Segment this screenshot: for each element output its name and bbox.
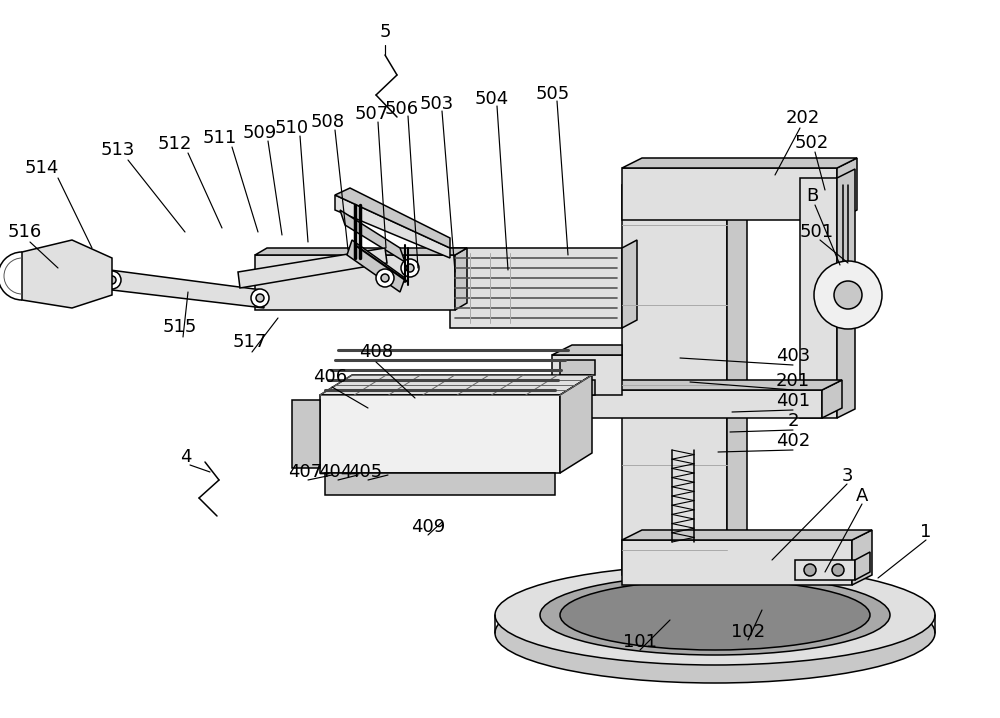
Circle shape [256, 294, 264, 302]
Circle shape [381, 274, 389, 282]
Ellipse shape [560, 580, 870, 650]
Polygon shape [347, 240, 405, 292]
Text: 403: 403 [776, 347, 810, 365]
Polygon shape [340, 210, 405, 262]
Polygon shape [622, 185, 727, 575]
Ellipse shape [540, 575, 890, 655]
Text: 509: 509 [243, 124, 277, 142]
Polygon shape [560, 360, 595, 375]
Polygon shape [110, 270, 264, 308]
Text: 1: 1 [920, 523, 932, 541]
Polygon shape [292, 400, 320, 468]
Circle shape [832, 564, 844, 576]
Text: 404: 404 [318, 463, 352, 481]
Polygon shape [335, 195, 450, 258]
Ellipse shape [495, 583, 935, 683]
Polygon shape [822, 380, 842, 418]
Polygon shape [795, 560, 855, 580]
Text: 5: 5 [379, 23, 391, 41]
Polygon shape [560, 380, 595, 395]
Text: 513: 513 [101, 141, 135, 159]
Text: 409: 409 [411, 518, 445, 536]
Text: 503: 503 [420, 95, 454, 113]
Text: 516: 516 [8, 223, 42, 241]
Text: 517: 517 [233, 333, 267, 351]
Polygon shape [800, 178, 837, 418]
Text: 406: 406 [313, 368, 347, 386]
Text: 101: 101 [623, 633, 657, 651]
Polygon shape [622, 158, 857, 168]
Text: 506: 506 [385, 100, 419, 118]
Polygon shape [552, 355, 622, 395]
Circle shape [103, 271, 121, 289]
Circle shape [376, 269, 394, 287]
Text: 514: 514 [25, 159, 59, 177]
Circle shape [401, 259, 419, 277]
Polygon shape [837, 158, 857, 220]
Text: 507: 507 [355, 105, 389, 123]
Text: 510: 510 [275, 119, 309, 137]
Text: 401: 401 [776, 392, 810, 410]
Circle shape [834, 281, 862, 309]
Polygon shape [837, 169, 855, 418]
Text: 501: 501 [800, 223, 834, 241]
Polygon shape [852, 530, 872, 585]
Circle shape [251, 289, 269, 307]
Text: 4: 4 [180, 448, 192, 466]
Text: 2: 2 [787, 412, 799, 430]
Polygon shape [455, 248, 467, 310]
Polygon shape [727, 175, 747, 575]
Text: 202: 202 [786, 109, 820, 127]
Text: 3: 3 [841, 467, 853, 485]
Polygon shape [572, 380, 842, 390]
Polygon shape [335, 188, 450, 248]
Text: 504: 504 [475, 90, 509, 108]
Text: 508: 508 [311, 113, 345, 131]
Polygon shape [450, 248, 622, 328]
Polygon shape [320, 395, 560, 473]
Polygon shape [552, 345, 622, 355]
Text: 515: 515 [163, 318, 197, 336]
Text: 201: 201 [776, 372, 810, 390]
Polygon shape [622, 530, 872, 540]
Text: 407: 407 [288, 463, 322, 481]
Text: 408: 408 [359, 343, 393, 361]
Text: 502: 502 [795, 134, 829, 152]
Polygon shape [22, 240, 112, 308]
Polygon shape [572, 390, 822, 418]
Text: 405: 405 [348, 463, 382, 481]
Ellipse shape [495, 565, 935, 665]
Polygon shape [255, 248, 467, 255]
Polygon shape [560, 375, 592, 473]
Polygon shape [325, 473, 555, 495]
Circle shape [406, 264, 414, 272]
Polygon shape [320, 375, 592, 395]
Polygon shape [622, 240, 637, 328]
Circle shape [108, 276, 116, 284]
Text: A: A [856, 487, 868, 505]
Polygon shape [622, 175, 747, 185]
Text: 512: 512 [158, 135, 192, 153]
Text: B: B [806, 187, 818, 205]
Circle shape [804, 564, 816, 576]
Text: 505: 505 [536, 85, 570, 103]
Circle shape [814, 261, 882, 329]
Polygon shape [622, 540, 852, 585]
Text: 511: 511 [203, 129, 237, 147]
Text: 402: 402 [776, 432, 810, 450]
Text: 102: 102 [731, 623, 765, 641]
Polygon shape [622, 168, 837, 220]
Polygon shape [855, 552, 870, 580]
Polygon shape [238, 248, 387, 288]
Polygon shape [255, 255, 455, 310]
